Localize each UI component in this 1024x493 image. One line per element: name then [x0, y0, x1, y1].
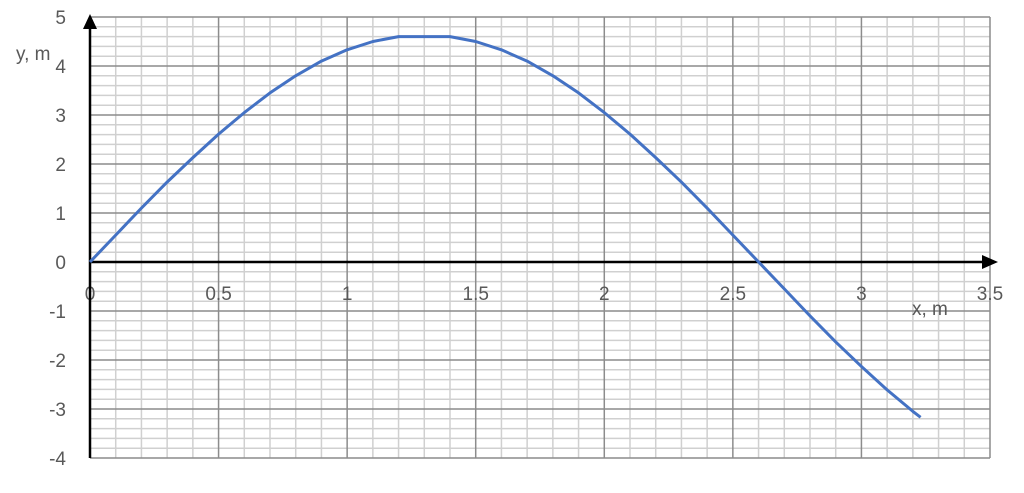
y-tick-label: 5 — [55, 8, 66, 29]
y-axis-arrow-icon — [83, 14, 97, 29]
axes — [83, 14, 998, 458]
series-line — [88, 35, 922, 419]
y-tick-label: -1 — [49, 302, 66, 323]
x-tick-label: 2.5 — [720, 284, 746, 305]
y-tick-label: 4 — [55, 57, 66, 78]
x-tick-label: 0.5 — [205, 284, 231, 305]
y-tick-label: -2 — [49, 351, 66, 372]
x-tick-label: 3 — [856, 284, 867, 305]
y-tick-label: -3 — [49, 400, 66, 421]
x-tick-label: 1 — [342, 284, 353, 305]
x-tick-label: 3.5 — [977, 284, 1003, 305]
y-tick-label: 3 — [55, 106, 66, 127]
y-tick-label: 0 — [55, 253, 66, 274]
y-tick-label: 2 — [55, 155, 66, 176]
grid — [89, 16, 991, 459]
y-axis-label: y, m — [16, 44, 50, 65]
x-tick-label: 2 — [599, 284, 610, 305]
y-tick-label: -4 — [49, 449, 66, 470]
x-tick-label: 1.5 — [463, 284, 489, 305]
x-axis-arrow-icon — [982, 255, 998, 269]
x-axis-label: x, m — [912, 299, 948, 320]
y-tick-label: 1 — [55, 204, 66, 225]
